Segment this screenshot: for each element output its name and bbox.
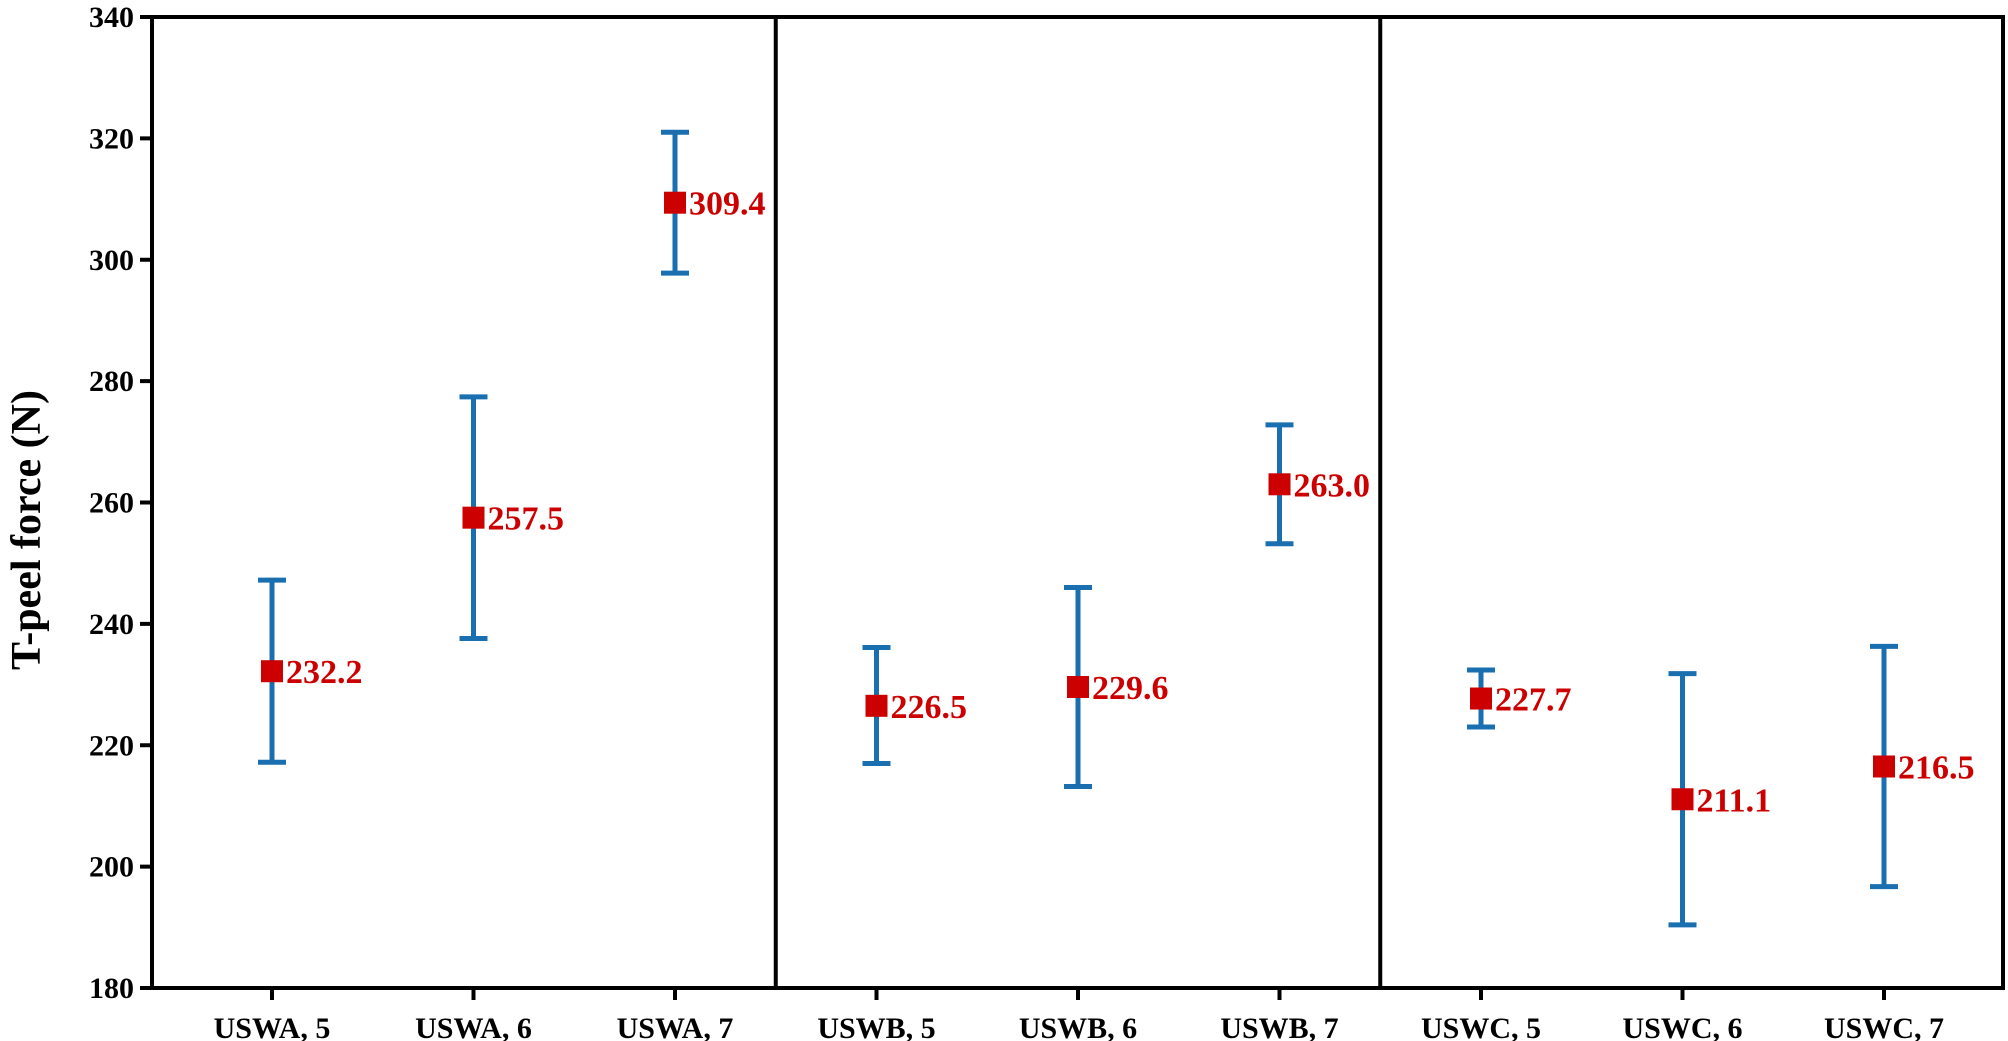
y-tick-label: 180 [89, 972, 134, 1005]
data-label: 309.4 [689, 186, 766, 223]
y-tick-label: 280 [89, 365, 134, 398]
y-tick-label: 260 [89, 487, 134, 520]
x-tick-label: USWA, 5 [214, 1012, 331, 1041]
y-tick-label: 200 [89, 851, 134, 884]
data-point [865, 694, 888, 717]
x-tick-label: USWC, 6 [1622, 1012, 1742, 1041]
data-label: 263.0 [1294, 467, 1371, 504]
x-tick-label: USWA, 6 [415, 1012, 532, 1041]
x-tick-label: USWB, 5 [817, 1012, 935, 1041]
data-label: 226.5 [891, 689, 968, 726]
x-tick-label: USWB, 7 [1220, 1012, 1338, 1041]
data-label: 257.5 [488, 501, 565, 538]
y-tick-label: 320 [89, 122, 134, 155]
y-tick-label: 220 [89, 729, 134, 762]
data-label: 229.6 [1092, 670, 1169, 707]
data-label: 211.1 [1697, 782, 1772, 819]
data-point [462, 506, 485, 529]
plot-frame [150, 15, 2005, 990]
data-point [1873, 755, 1895, 778]
plot-area: 180 200 220 240 260 280 300 320 340 USWA, 5 USWA, … [89, 1, 2005, 1041]
data-point [1268, 473, 1291, 496]
y-tick-label: 300 [89, 244, 134, 277]
x-tick-label: USWC, 5 [1421, 1012, 1541, 1041]
y-axis-title: T-peel force (N) [4, 390, 50, 670]
data-point [664, 191, 686, 214]
y-tick-label: 240 [89, 608, 134, 641]
data-point [1470, 687, 1492, 710]
data-point [1067, 675, 1089, 698]
data-label: 232.2 [286, 654, 363, 691]
data-label: 216.5 [1898, 749, 1975, 786]
data-point [1671, 788, 1694, 811]
data-label: 227.7 [1495, 682, 1572, 719]
data-point [261, 660, 283, 683]
x-tick-label: USWC, 7 [1824, 1012, 1944, 1041]
y-tick-label: 340 [89, 1, 134, 34]
x-tick-label: USWA, 7 [617, 1012, 734, 1041]
x-tick-label: USWB, 6 [1019, 1012, 1137, 1041]
